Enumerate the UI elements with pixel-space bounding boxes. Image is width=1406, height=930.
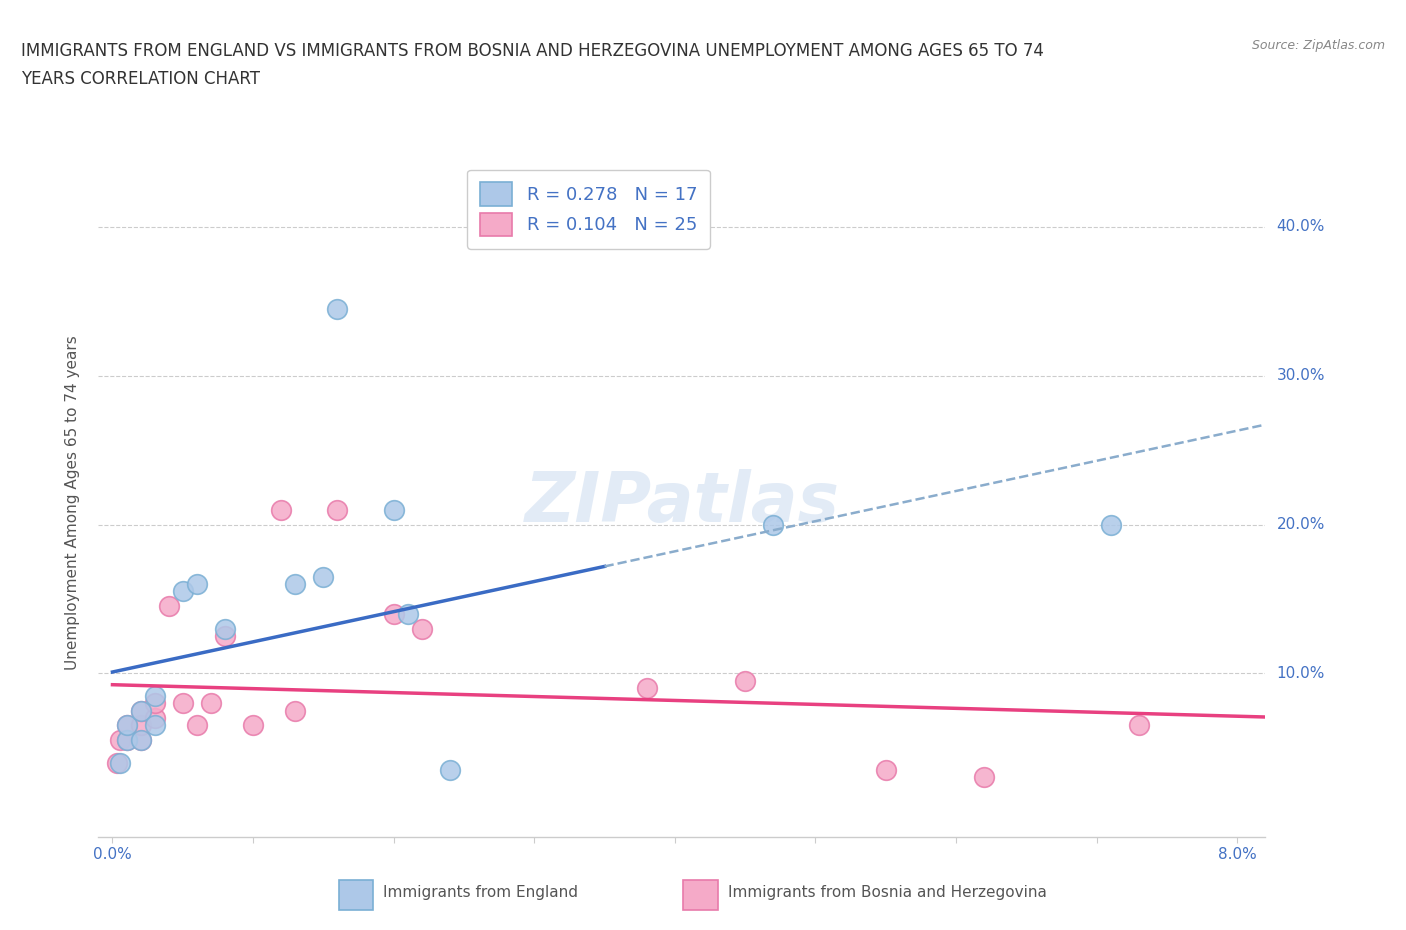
Text: IMMIGRANTS FROM ENGLAND VS IMMIGRANTS FROM BOSNIA AND HERZEGOVINA UNEMPLOYMENT A: IMMIGRANTS FROM ENGLAND VS IMMIGRANTS FR… — [21, 42, 1045, 60]
Point — [186, 577, 208, 591]
Point — [284, 577, 307, 591]
Bar — [683, 880, 717, 910]
Point — [411, 621, 433, 636]
Point — [1128, 718, 1150, 733]
Point — [115, 733, 138, 748]
Point — [115, 733, 138, 748]
Text: 10.0%: 10.0% — [1277, 666, 1324, 681]
Point — [129, 733, 152, 748]
Text: 30.0%: 30.0% — [1277, 368, 1324, 383]
Point — [129, 733, 152, 748]
Point — [115, 718, 138, 733]
Point — [172, 696, 194, 711]
Point — [129, 718, 152, 733]
Point — [129, 703, 152, 718]
Text: Source: ZipAtlas.com: Source: ZipAtlas.com — [1251, 39, 1385, 52]
Point — [326, 502, 349, 517]
Point — [108, 755, 131, 770]
Point — [396, 606, 419, 621]
Point — [115, 718, 138, 733]
Text: ZIPatlas: ZIPatlas — [524, 469, 839, 536]
Point — [242, 718, 264, 733]
Text: Immigrants from England: Immigrants from England — [382, 885, 578, 900]
Point — [214, 629, 236, 644]
Text: Immigrants from Bosnia and Herzegovina: Immigrants from Bosnia and Herzegovina — [728, 885, 1046, 900]
Point — [143, 711, 166, 725]
Point — [762, 517, 785, 532]
Point — [143, 718, 166, 733]
Point — [143, 688, 166, 703]
Point — [186, 718, 208, 733]
Point — [1099, 517, 1122, 532]
Point — [129, 703, 152, 718]
Text: 40.0%: 40.0% — [1277, 219, 1324, 234]
Point — [214, 621, 236, 636]
Point — [326, 301, 349, 316]
Point — [143, 696, 166, 711]
Text: YEARS CORRELATION CHART: YEARS CORRELATION CHART — [21, 70, 260, 87]
Point — [105, 755, 128, 770]
Point — [172, 584, 194, 599]
Point — [157, 599, 180, 614]
Point — [382, 502, 405, 517]
Point — [734, 673, 756, 688]
Point — [382, 606, 405, 621]
Legend: R = 0.278   N = 17, R = 0.104   N = 25: R = 0.278 N = 17, R = 0.104 N = 25 — [467, 170, 710, 248]
Point — [973, 770, 995, 785]
Point — [439, 763, 461, 777]
Y-axis label: Unemployment Among Ages 65 to 74 years: Unemployment Among Ages 65 to 74 years — [65, 335, 80, 670]
Point — [270, 502, 292, 517]
Point — [636, 681, 658, 696]
Point — [200, 696, 222, 711]
Text: 20.0%: 20.0% — [1277, 517, 1324, 532]
Point — [108, 733, 131, 748]
Point — [312, 569, 335, 584]
Point — [875, 763, 897, 777]
Bar — [339, 880, 374, 910]
Point — [284, 703, 307, 718]
